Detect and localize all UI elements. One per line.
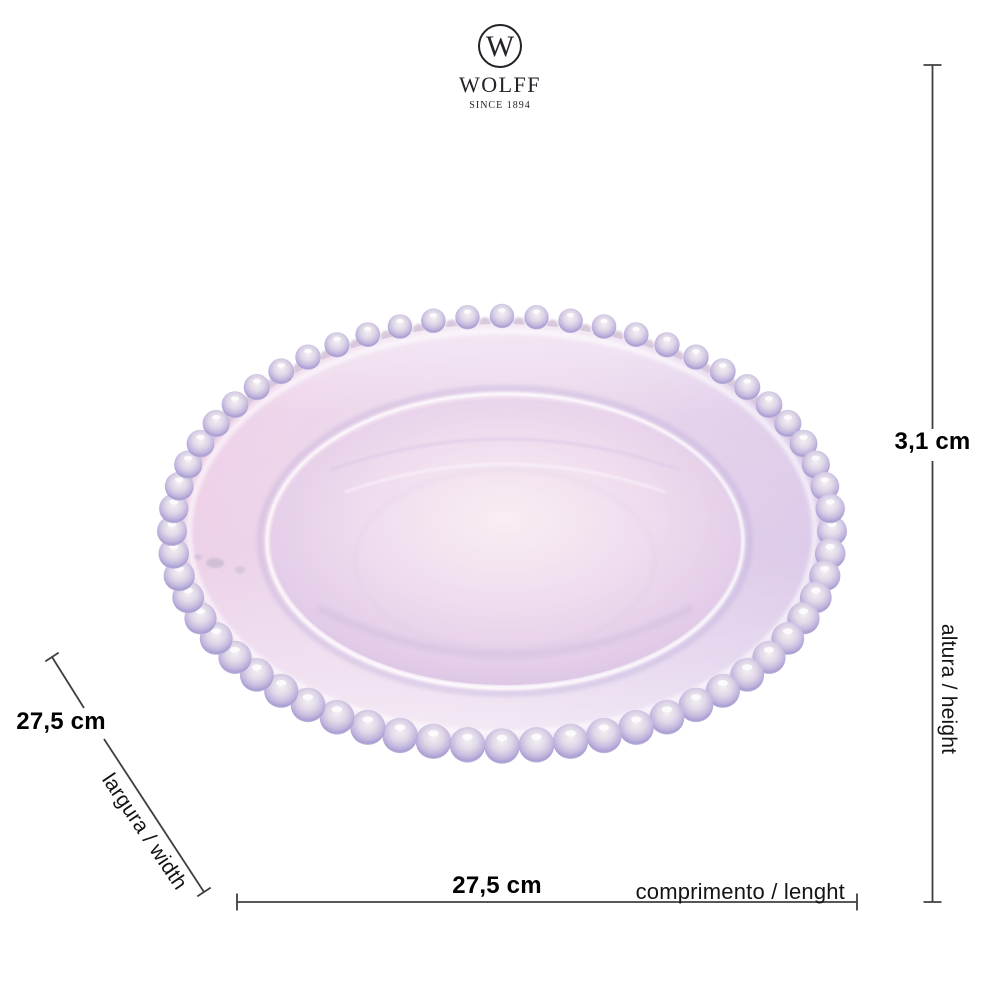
height-label: altura / height	[937, 623, 961, 755]
wolff-monogram: W	[485, 30, 515, 63]
beaded-rim	[157, 303, 847, 764]
length-dimension-line	[236, 893, 858, 911]
width-dimension-line	[44, 651, 212, 898]
height-value: 3,1 cm	[894, 428, 971, 455]
brand-name: WOLFF	[458, 72, 542, 97]
length-label: comprimento / lenght	[635, 879, 845, 904]
brand-tagline: SINCE 1894	[469, 100, 531, 111]
length-value: 27,5 cm	[452, 872, 542, 899]
wolff-monogram-circle: W	[478, 24, 522, 68]
plate-well	[194, 385, 753, 697]
wolff-logo: W WOLFF SINCE 1894	[0, 24, 1000, 111]
width-value: 27,5 cm	[16, 708, 106, 735]
height-dimension-line	[923, 64, 942, 903]
